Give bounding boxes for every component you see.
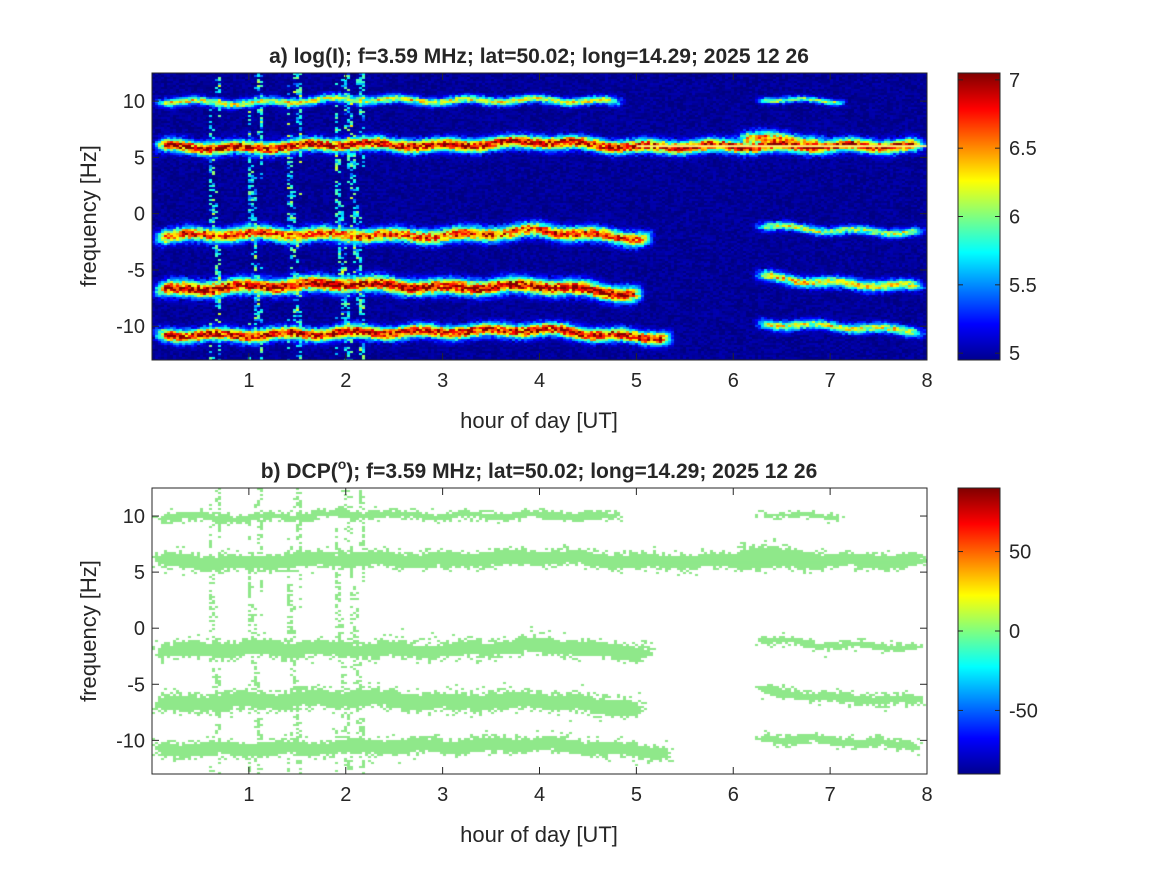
panel-a-ytick-label: -10 [116,316,145,338]
panel-b-xlabel: hour of day [UT] [460,822,618,847]
panel-a-cb-tick-label: 6.5 [1009,138,1037,160]
panel-a-ytick-label: 0 [134,204,145,226]
panel-a-heatmap [152,73,927,360]
panel-b-xtick-label: 7 [825,784,836,806]
panel-b-cb-tick-label: 50 [1009,542,1031,564]
panel-a-xtick-label: 6 [728,370,739,392]
panel-b-title-post: ); f=3.59 MHz; lat=50.02; long=14.29; 20… [346,460,817,483]
panel-a-cb-tick-label: 7 [1009,70,1020,92]
panel-a-colorbar-ticks: 5 5.5 6 6.5 7 [958,70,1037,365]
panel-b-xtick-label: 5 [631,784,642,806]
panel-a-xtick-label: 8 [921,370,932,392]
panel-b-heatmap [152,488,927,774]
panel-a-colorbar [957,72,1001,361]
panel-b-xtick-label: 1 [243,784,254,806]
panel-a-xtick-label: 2 [340,370,351,392]
panel-b-cb-tick-label: -50 [1009,700,1038,722]
panel-a-xtick-label: 1 [243,370,254,392]
panel-b: b) DCP(o); f=3.59 MHz; lat=50.02; long=1… [76,456,1038,847]
panel-a-cb-tick-label: 5.5 [1009,275,1037,297]
panel-b-colorbar [957,487,1001,775]
panel-b-ytick-label: 0 [134,618,145,640]
panel-a-xtick-label: 5 [631,370,642,392]
panel-b-title-pre: b) DCP( [261,460,338,483]
panel-a-cb-tick-label: 5 [1009,343,1020,365]
panel-a-ylabel: frequency [Hz] [76,145,101,287]
panel-a-ytick-label: 5 [134,147,145,169]
panel-b-xtick-label: 6 [728,784,739,806]
panel-b-ytick-label: 10 [123,506,145,528]
panel-a-ticks: 1 2 3 4 5 6 7 8 -10 -5 0 5 10 [116,73,933,392]
panel-b-ytick-label: 5 [134,562,145,584]
panel-b-title: b) DCP(o); f=3.59 MHz; lat=50.02; long=1… [261,456,818,483]
panel-a-ytick-label: 10 [123,91,145,113]
panel-a-ytick-label: -5 [127,260,145,282]
panel-a-xtick-label: 4 [534,370,545,392]
panel-b-ticks: 1 2 3 4 5 6 7 8 -10 -5 0 5 10 [116,488,933,806]
panel-b-xtick-label: 4 [534,784,545,806]
panel-b-ytick-label: -10 [116,730,145,752]
panel-b-xtick-label: 2 [340,784,351,806]
panel-b-xtick-label: 8 [921,784,932,806]
panel-a-title: a) log(I); f=3.59 MHz; lat=50.02; long=1… [269,45,809,68]
panel-b-xtick-label: 3 [437,784,448,806]
panel-b-ytick-label: -5 [127,674,145,696]
panel-a: a) log(I); f=3.59 MHz; lat=50.02; long=1… [76,45,1037,433]
panel-b-title-sup: o [338,456,347,472]
panel-b-ylabel: frequency [Hz] [76,560,101,702]
panel-b-colorbar-ticks: -50 0 50 [958,542,1038,722]
panel-a-xlabel: hour of day [UT] [460,408,618,433]
panel-a-xtick-label: 3 [437,370,448,392]
panel-a-xtick-label: 7 [825,370,836,392]
panel-b-cb-tick-label: 0 [1009,621,1020,643]
panel-a-cb-tick-label: 6 [1009,207,1020,229]
